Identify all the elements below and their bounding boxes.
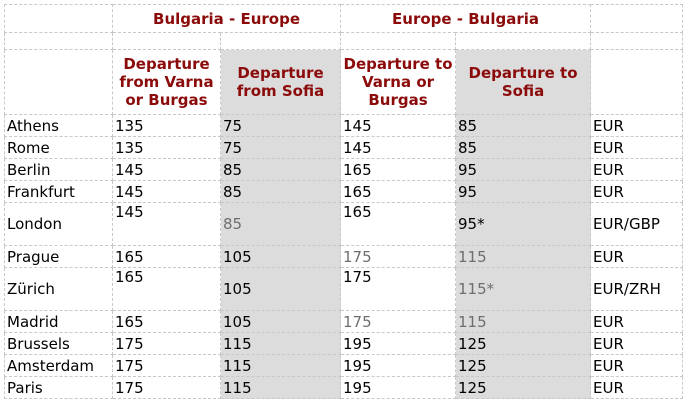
currency: EUR xyxy=(590,310,684,333)
cell xyxy=(590,32,684,50)
price: 85 xyxy=(219,158,342,181)
fare-table: Bulgaria - Europe Europe - Bulgaria Depa… xyxy=(4,4,684,399)
cell xyxy=(112,32,221,50)
cell xyxy=(4,32,113,50)
cell xyxy=(219,32,342,50)
price: 175 xyxy=(112,376,221,399)
price: 175 xyxy=(340,310,457,333)
table-row: Amsterdam 175 115 195 125 EUR xyxy=(4,354,684,377)
currency: EUR xyxy=(590,158,684,181)
price: 105 xyxy=(219,310,342,333)
cell xyxy=(590,4,684,33)
price: 105 xyxy=(219,245,342,268)
table-row: Prague 165 105 175 115 EUR xyxy=(4,245,684,268)
price: 125 xyxy=(455,376,592,399)
price: 95 xyxy=(455,158,592,181)
cell xyxy=(455,32,592,50)
city: Zürich xyxy=(4,267,113,311)
price: 115 xyxy=(219,376,342,399)
currency: EUR xyxy=(590,136,684,159)
city: Brussels xyxy=(4,332,113,355)
table-row: Rome 135 75 145 85 EUR xyxy=(4,136,684,159)
price: 115* xyxy=(455,267,592,311)
table-row: Berlin 145 85 165 95 EUR xyxy=(4,158,684,181)
currency: EUR xyxy=(590,332,684,355)
table-row: Brussels 175 115 195 125 EUR xyxy=(4,332,684,355)
city: Madrid xyxy=(4,310,113,333)
city: Frankfurt xyxy=(4,180,113,203)
group-header: Bulgaria - Europe xyxy=(111,4,342,33)
price: 75 xyxy=(219,136,342,159)
price: 85 xyxy=(455,136,592,159)
price: 115 xyxy=(455,310,592,333)
city: Athens xyxy=(4,114,113,137)
currency: EUR xyxy=(590,376,684,399)
city: London xyxy=(4,202,113,246)
table-row: Madrid 165 105 175 115 EUR xyxy=(4,310,684,333)
city: Prague xyxy=(4,245,113,268)
price: 135 xyxy=(112,136,221,159)
city: Paris xyxy=(4,376,113,399)
price: 165 xyxy=(112,267,221,311)
column-header: Departure to Varna or Burgas xyxy=(340,49,457,115)
city: Amsterdam xyxy=(4,354,113,377)
price: 165 xyxy=(340,158,457,181)
price: 165 xyxy=(112,310,221,333)
currency: EUR xyxy=(590,354,684,377)
price: 195 xyxy=(340,332,457,355)
price: 125 xyxy=(455,332,592,355)
price: 145 xyxy=(112,158,221,181)
price: 85 xyxy=(219,202,342,246)
price: 145 xyxy=(340,136,457,159)
price: 85 xyxy=(455,114,592,137)
price: 175 xyxy=(112,332,221,355)
price: 175 xyxy=(112,354,221,377)
price: 75 xyxy=(219,114,342,137)
cell xyxy=(590,49,684,115)
price: 175 xyxy=(340,245,457,268)
price: 165 xyxy=(112,245,221,268)
price: 115 xyxy=(219,332,342,355)
price: 145 xyxy=(112,202,221,246)
price: 175 xyxy=(340,267,457,311)
cell xyxy=(4,4,113,33)
price: 145 xyxy=(112,180,221,203)
city: Rome xyxy=(4,136,113,159)
table-row: Frankfurt 145 85 165 95 EUR xyxy=(4,180,684,203)
cell xyxy=(340,32,457,50)
cell xyxy=(4,49,113,115)
column-header: Departure from Sofia xyxy=(219,49,342,115)
city: Berlin xyxy=(4,158,113,181)
price: 165 xyxy=(340,180,457,203)
column-header: Departure from Varna or Burgas xyxy=(112,49,221,115)
currency: EUR xyxy=(590,245,684,268)
table-row: London 145 85 165 95* EUR/GBP xyxy=(4,202,684,246)
price: 195 xyxy=(340,354,457,377)
price: 105 xyxy=(219,267,342,311)
price: 145 xyxy=(340,114,457,137)
price: 195 xyxy=(340,376,457,399)
table-row: Zürich 165 105 175 115* EUR/ZRH xyxy=(4,267,684,311)
currency: EUR xyxy=(590,114,684,137)
price: 135 xyxy=(112,114,221,137)
group-header: Europe - Bulgaria xyxy=(340,4,592,33)
price: 115 xyxy=(455,245,592,268)
table-row: Athens 135 75 145 85 EUR xyxy=(4,114,684,137)
price: 165 xyxy=(340,202,457,246)
price: 85 xyxy=(219,180,342,203)
currency: EUR/GBP xyxy=(590,202,684,246)
price: 115 xyxy=(219,354,342,377)
currency: EUR xyxy=(590,180,684,203)
table-row: Paris 175 115 195 125 EUR xyxy=(4,376,684,399)
column-header: Departure to Sofia xyxy=(455,49,592,115)
currency: EUR/ZRH xyxy=(590,267,684,311)
price: 125 xyxy=(455,354,592,377)
price: 95 xyxy=(455,180,592,203)
price: 95* xyxy=(455,202,592,246)
